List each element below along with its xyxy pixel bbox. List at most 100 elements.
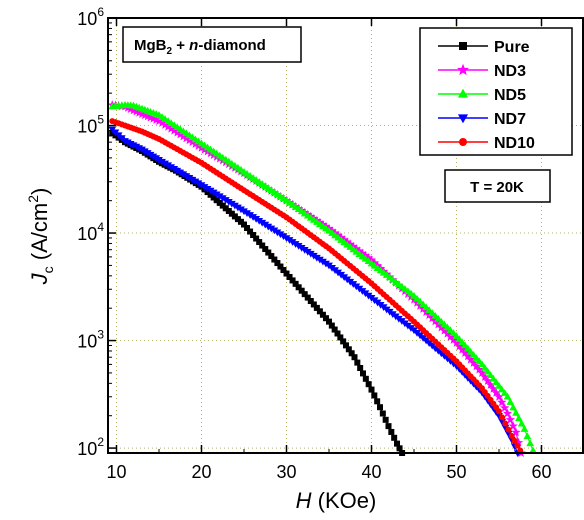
x-tick-label-3: 40: [361, 462, 381, 482]
data-point-ND3: [480, 372, 490, 381]
legend-item-ND3: ND3: [438, 63, 526, 80]
data-point-ND5: [388, 275, 397, 283]
data-point-ND3: [471, 361, 481, 371]
data-point-Pure: [250, 232, 257, 239]
data-point-ND5: [509, 403, 518, 411]
data-point-ND5: [328, 229, 336, 236]
legend-item-ND10: ND10: [438, 135, 535, 152]
data-point-ND5: [489, 374, 498, 382]
data-point-ND3: [457, 344, 467, 354]
legend-marker-ND10: [459, 138, 467, 146]
data-point-ND5: [370, 261, 379, 269]
data-point-Pure: [268, 253, 275, 260]
data-point-ND5: [529, 446, 537, 454]
data-point-ND3: [460, 348, 470, 357]
data-point-Pure: [388, 428, 395, 435]
x-tick-label-1: 20: [191, 462, 211, 482]
x-axis-label: H (KOe): [296, 488, 377, 513]
legend: Pure ND3 ND5 ND7 ND10: [438, 39, 535, 152]
data-point-ND10: [479, 385, 485, 392]
data-point-ND5: [434, 314, 443, 322]
data-point-ND5: [361, 254, 370, 262]
data-point-ND5: [480, 364, 489, 371]
data-point-ND10: [481, 389, 488, 396]
data-point-ND5: [495, 381, 503, 389]
sample-label-suffix: -diamond: [198, 37, 266, 54]
data-point-Pure: [365, 381, 372, 388]
data-point-ND5: [514, 414, 523, 422]
y-tick-label-1: 103: [77, 328, 104, 352]
y-tick-label-3: 105: [77, 113, 104, 137]
tick-layer: 10 20 30 40 50 60 102 103 104 105 106: [77, 5, 551, 482]
data-point-ND5: [419, 300, 427, 308]
data-point-ND3: [474, 364, 484, 374]
data-point-ND5: [379, 268, 388, 276]
data-point-ND3: [477, 368, 487, 377]
data-point-Pure: [362, 375, 369, 382]
data-point-ND5: [413, 294, 421, 302]
plot-frame: [107, 17, 584, 454]
legend-marker-Pure: [459, 42, 467, 50]
data-point-ND5: [440, 320, 449, 328]
sample-label-sub: 2: [167, 46, 173, 57]
sample-label-prefix: MgB: [134, 37, 167, 54]
data-point-ND10: [490, 400, 497, 407]
data-point-ND5: [523, 432, 532, 440]
legend-label-ND3: ND3: [494, 63, 526, 80]
data-point-ND5: [401, 284, 409, 292]
data-point-Pure: [357, 365, 364, 372]
data-point-ND5: [526, 439, 535, 447]
data-point-ND3: [466, 354, 476, 364]
data-point-ND3: [508, 421, 518, 431]
data-point-Pure: [304, 294, 311, 301]
data-point-ND5: [382, 271, 391, 278]
data-point-Pure: [253, 235, 260, 242]
data-point-Pure: [368, 386, 375, 393]
data-point-Pure: [354, 359, 361, 366]
data-point-ND10: [505, 426, 512, 433]
data-point-Pure: [307, 298, 314, 305]
data-point-ND5: [503, 392, 512, 400]
data-point-ND5: [337, 236, 346, 243]
data-point-Pure: [377, 404, 383, 411]
data-point-ND5: [506, 398, 515, 405]
legend-label-ND7: ND7: [494, 111, 526, 128]
data-point-ND5: [416, 297, 424, 305]
data-point-ND5: [497, 385, 506, 393]
data-point-Pure: [301, 291, 308, 298]
temperature-label-box: [444, 169, 551, 203]
x-tick-label-4: 50: [446, 462, 466, 482]
sample-label-italic: n: [189, 37, 198, 54]
data-point-ND5: [478, 360, 486, 368]
y-axis-label: Jc (A/cm2): [25, 188, 56, 286]
data-point-ND5: [358, 252, 367, 260]
data-point-ND3: [463, 351, 473, 361]
data-point-ND5: [325, 226, 333, 234]
data-point-ND5: [520, 425, 529, 432]
data-point-ND5: [346, 243, 355, 250]
data-point-ND10: [514, 442, 521, 449]
data-point-Pure: [385, 423, 392, 430]
data-point-ND5: [431, 312, 440, 319]
legend-label-ND10: ND10: [494, 135, 535, 152]
data-point-ND5: [517, 419, 526, 427]
data-point-Pure: [391, 434, 398, 441]
data-point-ND5: [469, 350, 478, 358]
data-point-ND5: [452, 332, 461, 339]
y-axis-label-close: ): [27, 188, 52, 195]
sample-label-box: [122, 26, 302, 63]
data-point-Pure: [262, 246, 269, 253]
data-point-ND5: [483, 367, 492, 375]
data-point-Pure: [292, 280, 299, 287]
data-point-ND10: [499, 414, 506, 421]
data-point-ND5: [340, 238, 349, 246]
sample-label: MgB2 + n-diamond: [134, 37, 266, 57]
data-point-ND3: [511, 427, 521, 437]
data-point-ND5: [373, 264, 382, 271]
temperature-label: T = 20K: [470, 179, 524, 196]
legend-marker-ND3: [457, 63, 469, 76]
data-point-ND5: [367, 259, 376, 267]
data-point-Pure: [241, 221, 247, 228]
data-point-ND5: [364, 257, 373, 264]
data-point-Pure: [316, 308, 323, 315]
